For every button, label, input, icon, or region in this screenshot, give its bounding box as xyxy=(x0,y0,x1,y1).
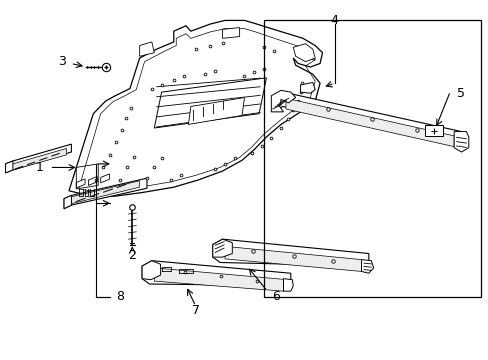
Polygon shape xyxy=(71,181,140,204)
Polygon shape xyxy=(285,98,453,147)
Polygon shape xyxy=(276,92,461,146)
Polygon shape xyxy=(64,178,147,209)
Polygon shape xyxy=(212,239,368,266)
Text: 8: 8 xyxy=(116,290,124,303)
Polygon shape xyxy=(76,179,85,188)
Polygon shape xyxy=(142,261,290,286)
Bar xyxy=(264,21,480,297)
Polygon shape xyxy=(224,246,361,271)
Polygon shape xyxy=(271,90,295,112)
Polygon shape xyxy=(453,132,468,152)
Polygon shape xyxy=(222,28,239,39)
Text: 4: 4 xyxy=(330,14,338,27)
Text: 3: 3 xyxy=(58,55,65,68)
Polygon shape xyxy=(300,82,315,93)
Text: 6: 6 xyxy=(272,290,280,303)
Polygon shape xyxy=(5,161,13,173)
Polygon shape xyxy=(154,78,266,128)
Polygon shape xyxy=(188,98,244,125)
Polygon shape xyxy=(283,279,293,291)
Polygon shape xyxy=(361,260,373,273)
Polygon shape xyxy=(293,44,315,62)
Polygon shape xyxy=(142,261,160,280)
Polygon shape xyxy=(5,144,71,173)
Polygon shape xyxy=(154,268,283,291)
Polygon shape xyxy=(212,239,232,257)
Polygon shape xyxy=(64,195,71,209)
Polygon shape xyxy=(140,42,154,56)
Text: 5: 5 xyxy=(457,87,465,100)
Text: 1: 1 xyxy=(36,161,43,174)
Polygon shape xyxy=(10,148,66,171)
Polygon shape xyxy=(101,174,109,183)
Polygon shape xyxy=(88,176,97,185)
Bar xyxy=(424,125,443,136)
Text: 7: 7 xyxy=(191,305,199,318)
Polygon shape xyxy=(69,21,322,196)
Text: 2: 2 xyxy=(128,249,136,262)
